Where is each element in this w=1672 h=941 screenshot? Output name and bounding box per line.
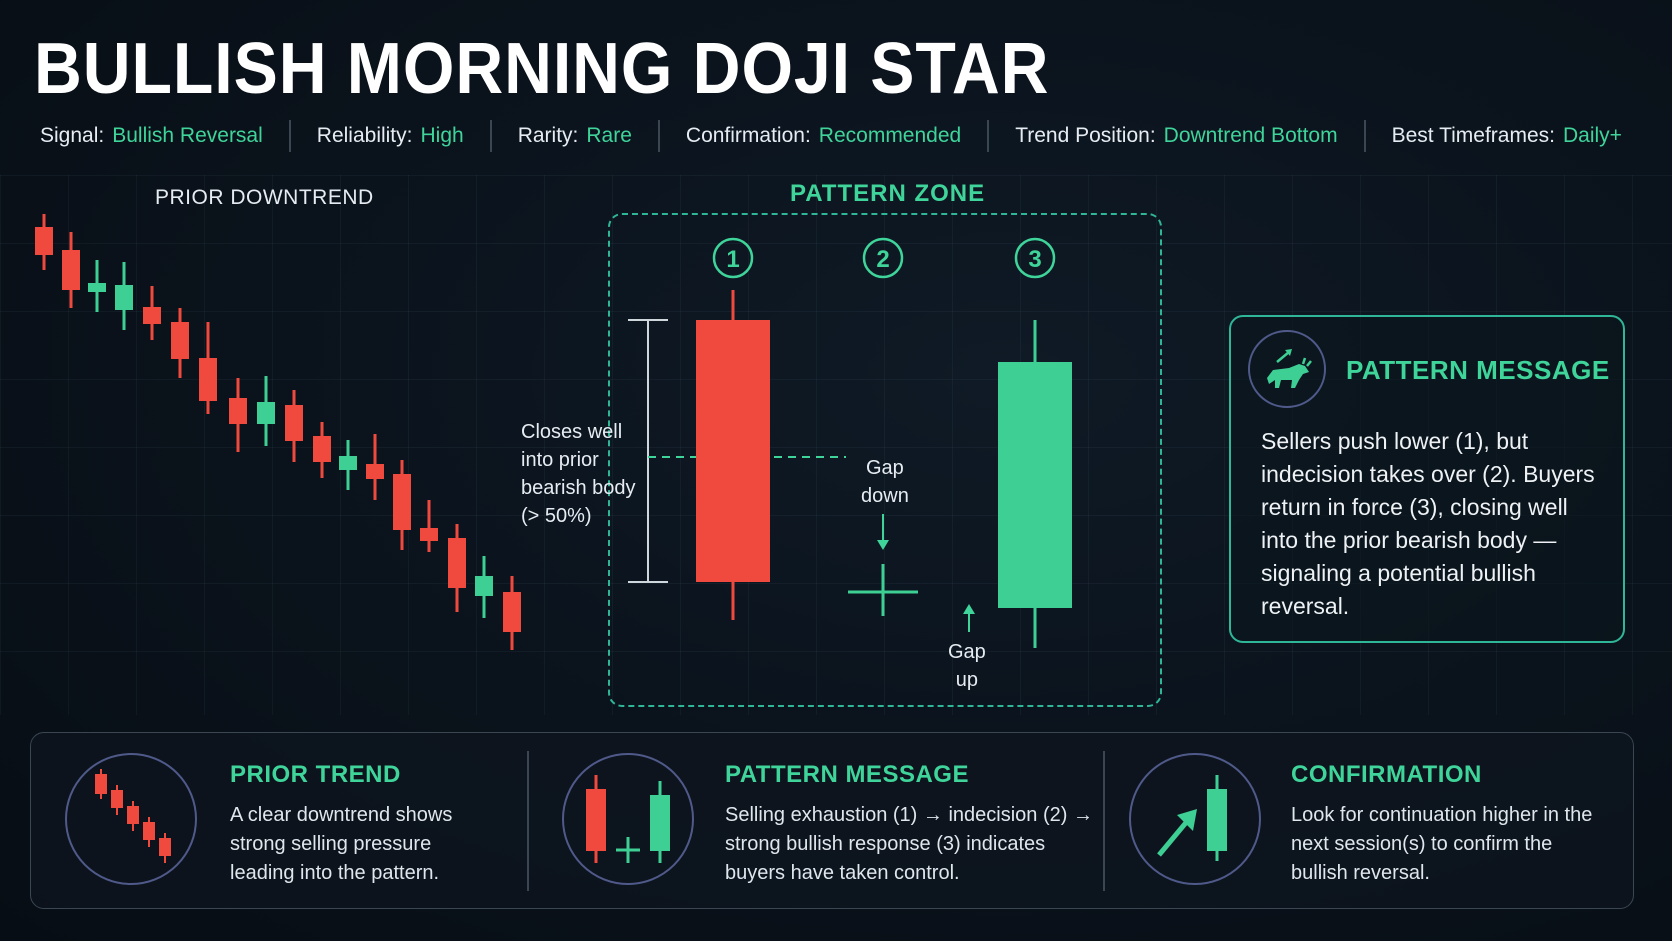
marker-3: 3 xyxy=(1014,237,1056,279)
note-line: up xyxy=(955,669,979,691)
confirmation-title: CONFIRMATION xyxy=(1291,761,1482,788)
confirmation-text: Look for continuation higher in the next… xyxy=(1291,801,1592,888)
gap-down-arrow xyxy=(877,514,889,550)
bottom-info-panel: PRIOR TREND A clear downtrend shows stro… xyxy=(30,732,1634,909)
candle xyxy=(115,262,133,330)
note-line: (> 50%) xyxy=(521,505,592,527)
meta-key: Rarity: xyxy=(517,124,579,147)
pattern-zone-box xyxy=(608,213,1162,707)
candle xyxy=(313,422,331,478)
meta-key: Reliability: xyxy=(316,124,413,147)
confirmation-arrow-icon xyxy=(1129,753,1261,885)
candle xyxy=(420,500,438,552)
meta-separator xyxy=(1363,120,1366,152)
meta-trend-position: Trend Position: Downtrend Bottom xyxy=(1015,124,1337,148)
meta-value: Daily+ xyxy=(1562,124,1622,147)
meta-confirmation: Confirmation: Recommended xyxy=(686,124,961,148)
candle xyxy=(285,390,303,462)
meta-key: Best Timeframes: xyxy=(1391,124,1555,147)
meta-timeframes: Best Timeframes: Daily+ xyxy=(1392,124,1622,148)
text-line: A clear downtrend shows xyxy=(230,804,453,826)
pattern-message-card: PATTERN MESSAGE Sellers push lower (1), … xyxy=(1229,315,1625,643)
candle xyxy=(257,376,275,446)
candle xyxy=(503,576,521,650)
note-line: bearish body xyxy=(521,477,636,499)
gap-up-note: Gap up xyxy=(948,638,986,694)
note-line: into prior xyxy=(521,449,599,471)
note-line: down xyxy=(861,485,909,507)
prior-downtrend-candles xyxy=(35,214,521,650)
pattern-candle-1-bearish xyxy=(696,290,770,620)
pattern-zone-label: PATTERN ZONE xyxy=(790,180,986,207)
candle xyxy=(339,440,357,490)
text-line: Selling exhaustion (1) → indecision (2) … xyxy=(725,804,1093,826)
prior-trend-text: A clear downtrend shows strong selling p… xyxy=(230,801,452,888)
text-line: leading into the pattern. xyxy=(230,862,440,884)
note-line: Gap xyxy=(948,641,986,663)
body-bracket xyxy=(628,319,668,583)
candle xyxy=(393,460,411,550)
meta-separator xyxy=(987,120,990,152)
pattern-message-summary-title: PATTERN MESSAGE xyxy=(725,761,969,788)
meta-signal: Signal: Bullish Reversal xyxy=(40,124,263,148)
gap-down-note: Gap down xyxy=(861,454,909,510)
gap-up-arrow xyxy=(963,604,975,632)
candle xyxy=(448,524,466,612)
prior-downtrend-label: PRIOR DOWNTREND xyxy=(155,186,374,209)
text-line: strong bullish response (3) indicates xyxy=(725,833,1046,855)
meta-rarity: Rarity: Rare xyxy=(518,124,632,148)
candle xyxy=(62,232,80,308)
marker-number: 2 xyxy=(876,246,889,273)
downtrend-candles-icon xyxy=(65,753,197,885)
text-line: strong selling pressure xyxy=(230,833,432,855)
candle xyxy=(88,260,106,312)
candle xyxy=(171,308,189,378)
meta-value: High xyxy=(420,124,464,147)
marker-number: 3 xyxy=(1028,246,1041,273)
candle xyxy=(475,556,493,618)
meta-value: Bullish Reversal xyxy=(112,124,263,147)
meta-value: Rare xyxy=(586,124,632,147)
pattern-message-summary-text: Selling exhaustion (1) → indecision (2) … xyxy=(725,801,1093,888)
meta-value: Recommended xyxy=(818,124,962,147)
note-line: Gap xyxy=(866,457,904,479)
candle xyxy=(143,286,161,340)
meta-key: Trend Position: xyxy=(1015,124,1156,147)
meta-value: Downtrend Bottom xyxy=(1163,124,1338,147)
note-line: Closes well xyxy=(521,421,623,443)
candle xyxy=(199,322,217,414)
meta-row: Signal: Bullish Reversal Reliability: High… xyxy=(40,120,1622,152)
pattern-candle-2-doji xyxy=(848,564,918,616)
section-divider xyxy=(1103,751,1105,891)
meta-separator xyxy=(489,120,492,152)
page-title: BULLISH MORNING DOJI STAR xyxy=(34,29,1050,109)
text-line: Look for continuation higher in the xyxy=(1291,804,1593,826)
marker-1: 1 xyxy=(712,237,754,279)
candle xyxy=(366,434,384,500)
pattern-message-title: PATTERN MESSAGE xyxy=(1346,355,1610,385)
pattern-candle-3-bullish xyxy=(998,320,1072,648)
closes-well-note: Closes well into prior bearish body (> 5… xyxy=(521,418,636,530)
text-line: bullish reversal. xyxy=(1291,862,1430,884)
marker-2: 2 xyxy=(862,237,904,279)
candle xyxy=(229,378,247,452)
three-candles-icon xyxy=(562,753,694,885)
meta-key: Signal: xyxy=(40,124,105,147)
prior-trend-title: PRIOR TREND xyxy=(230,761,401,788)
candle xyxy=(35,214,53,270)
meta-separator xyxy=(657,120,660,152)
meta-separator xyxy=(288,120,291,152)
text-line: next session(s) to confirm the xyxy=(1291,833,1553,855)
text-line: buyers have taken control. xyxy=(725,862,960,884)
meta-key: Confirmation: xyxy=(685,124,811,147)
pattern-message-body: Sellers push lower (1), but indecision t… xyxy=(1261,428,1595,619)
meta-reliability: Reliability: High xyxy=(317,124,464,148)
marker-number: 1 xyxy=(726,246,739,273)
section-divider xyxy=(527,751,529,891)
bull-icon xyxy=(1248,330,1326,408)
